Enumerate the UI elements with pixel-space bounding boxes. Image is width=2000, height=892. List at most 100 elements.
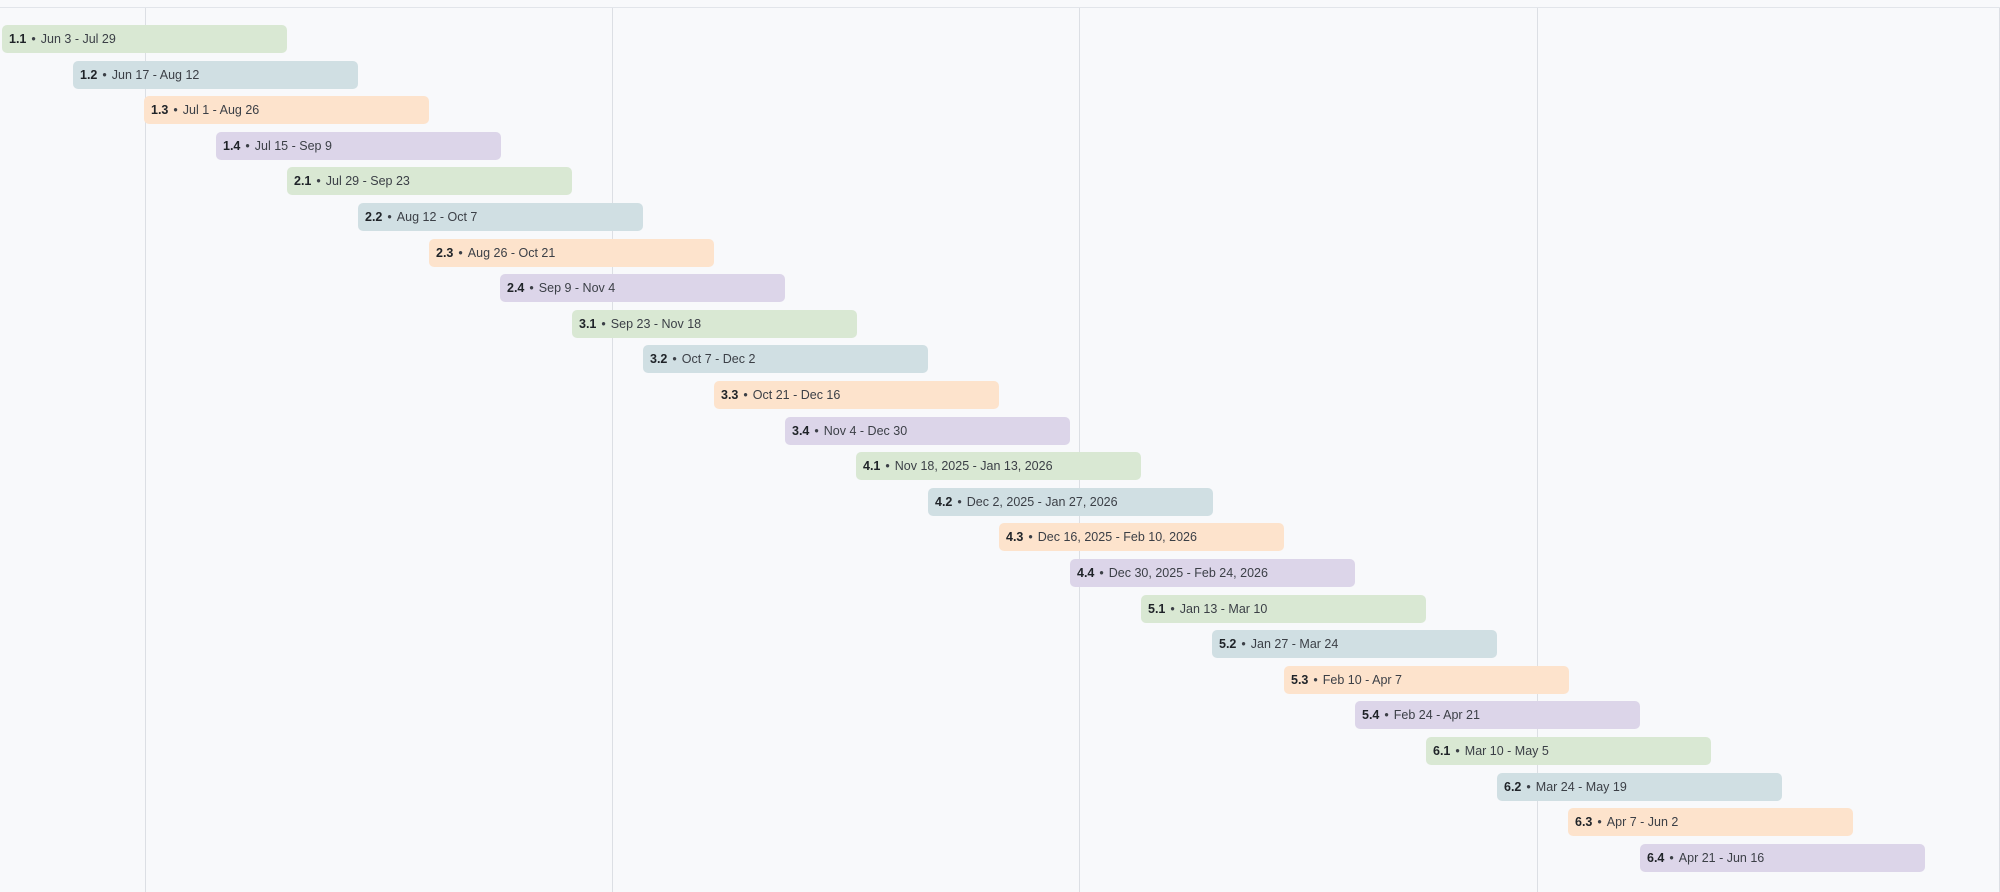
task-dates: Oct 7 - Dec 2: [681, 352, 756, 366]
task-dates: Sep 23 - Nov 18: [610, 317, 702, 331]
task-bar[interactable]: 5.1 • Jan 13 - Mar 10: [1141, 595, 1426, 623]
task-separator: •: [102, 68, 107, 82]
timeline-gridline: [145, 8, 146, 892]
task-id: 2.3: [436, 246, 454, 260]
task-bar[interactable]: 4.3 • Dec 16, 2025 - Feb 10, 2026: [999, 523, 1284, 551]
task-id: 2.1: [294, 174, 312, 188]
task-bar[interactable]: 3.4 • Nov 4 - Dec 30: [785, 417, 1070, 445]
task-separator: •: [31, 32, 36, 46]
task-id: 3.4: [792, 424, 810, 438]
task-id: 2.2: [365, 210, 383, 224]
task-bar[interactable]: 3.3 • Oct 21 - Dec 16: [714, 381, 999, 409]
task-bar[interactable]: 3.1 • Sep 23 - Nov 18: [572, 310, 857, 338]
task-id: 6.2: [1504, 780, 1522, 794]
task-bar[interactable]: 2.4 • Sep 9 - Nov 4: [500, 274, 785, 302]
task-separator: •: [173, 103, 178, 117]
task-id: 4.1: [863, 459, 881, 473]
timeline-gridline: [1537, 8, 1538, 892]
task-dates: Feb 10 - Apr 7: [1322, 673, 1402, 687]
task-id: 6.1: [1433, 744, 1451, 758]
task-bar[interactable]: 6.4 • Apr 21 - Jun 16: [1640, 844, 1925, 872]
task-separator: •: [814, 424, 819, 438]
task-separator: •: [1170, 602, 1175, 616]
task-separator: •: [387, 210, 392, 224]
task-dates: Jan 27 - Mar 24: [1250, 637, 1339, 651]
task-bar[interactable]: 1.4 • Jul 15 - Sep 9: [216, 132, 501, 160]
task-id: 5.1: [1148, 602, 1166, 616]
task-bar[interactable]: 4.2 • Dec 2, 2025 - Jan 27, 2026: [928, 488, 1213, 516]
task-dates: Oct 21 - Dec 16: [752, 388, 841, 402]
task-separator: •: [1597, 815, 1602, 829]
task-dates: Jun 3 - Jul 29: [40, 32, 116, 46]
timeline-gridline: [1079, 8, 1080, 892]
timeline-top-border: [0, 7, 2000, 8]
task-bar[interactable]: 6.1 • Mar 10 - May 5: [1426, 737, 1711, 765]
task-dates: Aug 12 - Oct 7: [396, 210, 478, 224]
task-dates: Dec 2, 2025 - Jan 27, 2026: [966, 495, 1118, 509]
task-id: 5.4: [1362, 708, 1380, 722]
task-bar[interactable]: 4.4 • Dec 30, 2025 - Feb 24, 2026: [1070, 559, 1355, 587]
task-dates: Jul 15 - Sep 9: [254, 139, 332, 153]
task-id: 3.2: [650, 352, 668, 366]
task-bar[interactable]: 6.3 • Apr 7 - Jun 2: [1568, 808, 1853, 836]
task-dates: Apr 7 - Jun 2: [1606, 815, 1679, 829]
task-separator: •: [1669, 851, 1674, 865]
task-bar[interactable]: 4.1 • Nov 18, 2025 - Jan 13, 2026: [856, 452, 1141, 480]
task-dates: Mar 10 - May 5: [1464, 744, 1549, 758]
task-id: 6.3: [1575, 815, 1593, 829]
task-bar[interactable]: 1.3 • Jul 1 - Aug 26: [144, 96, 429, 124]
task-separator: •: [743, 388, 748, 402]
task-dates: Apr 21 - Jun 16: [1678, 851, 1765, 865]
task-dates: Feb 24 - Apr 21: [1393, 708, 1480, 722]
task-dates: Dec 30, 2025 - Feb 24, 2026: [1108, 566, 1268, 580]
task-id: 4.2: [935, 495, 953, 509]
task-dates: Aug 26 - Oct 21: [467, 246, 556, 260]
task-bar[interactable]: 2.1 • Jul 29 - Sep 23: [287, 167, 572, 195]
task-separator: •: [601, 317, 606, 331]
task-separator: •: [1526, 780, 1531, 794]
task-bar[interactable]: 5.4 • Feb 24 - Apr 21: [1355, 701, 1640, 729]
task-id: 1.1: [9, 32, 27, 46]
task-dates: Jun 17 - Aug 12: [111, 68, 200, 82]
task-bar[interactable]: 2.3 • Aug 26 - Oct 21: [429, 239, 714, 267]
task-dates: Sep 9 - Nov 4: [538, 281, 616, 295]
task-id: 1.3: [151, 103, 169, 117]
task-separator: •: [1455, 744, 1460, 758]
task-dates: Dec 16, 2025 - Feb 10, 2026: [1037, 530, 1197, 544]
task-dates: Jul 1 - Aug 26: [182, 103, 260, 117]
task-separator: •: [1241, 637, 1246, 651]
task-bar[interactable]: 3.2 • Oct 7 - Dec 2: [643, 345, 928, 373]
task-bar[interactable]: 1.2 • Jun 17 - Aug 12: [73, 61, 358, 89]
task-separator: •: [1099, 566, 1104, 580]
task-id: 5.3: [1291, 673, 1309, 687]
task-bar[interactable]: 5.2 • Jan 27 - Mar 24: [1212, 630, 1497, 658]
task-bar[interactable]: 2.2 • Aug 12 - Oct 7: [358, 203, 643, 231]
task-dates: Jan 13 - Mar 10: [1179, 602, 1268, 616]
task-separator: •: [885, 459, 890, 473]
task-separator: •: [529, 281, 534, 295]
task-dates: Nov 4 - Dec 30: [823, 424, 908, 438]
task-id: 3.3: [721, 388, 739, 402]
task-dates: Mar 24 - May 19: [1535, 780, 1627, 794]
task-id: 4.4: [1077, 566, 1095, 580]
task-id: 3.1: [579, 317, 597, 331]
task-id: 2.4: [507, 281, 525, 295]
task-separator: •: [316, 174, 321, 188]
task-id: 1.4: [223, 139, 241, 153]
task-separator: •: [1384, 708, 1389, 722]
task-separator: •: [957, 495, 962, 509]
task-dates: Nov 18, 2025 - Jan 13, 2026: [894, 459, 1053, 473]
task-bar[interactable]: 6.2 • Mar 24 - May 19: [1497, 773, 1782, 801]
task-dates: Jul 29 - Sep 23: [325, 174, 410, 188]
task-bar[interactable]: 1.1 • Jun 3 - Jul 29: [2, 25, 287, 53]
task-separator: •: [672, 352, 677, 366]
task-id: 1.2: [80, 68, 98, 82]
task-separator: •: [1313, 673, 1318, 687]
timeline-gridline: [612, 8, 613, 892]
task-id: 5.2: [1219, 637, 1237, 651]
task-separator: •: [245, 139, 250, 153]
task-id: 4.3: [1006, 530, 1024, 544]
task-bar[interactable]: 5.3 • Feb 10 - Apr 7: [1284, 666, 1569, 694]
task-separator: •: [458, 246, 463, 260]
